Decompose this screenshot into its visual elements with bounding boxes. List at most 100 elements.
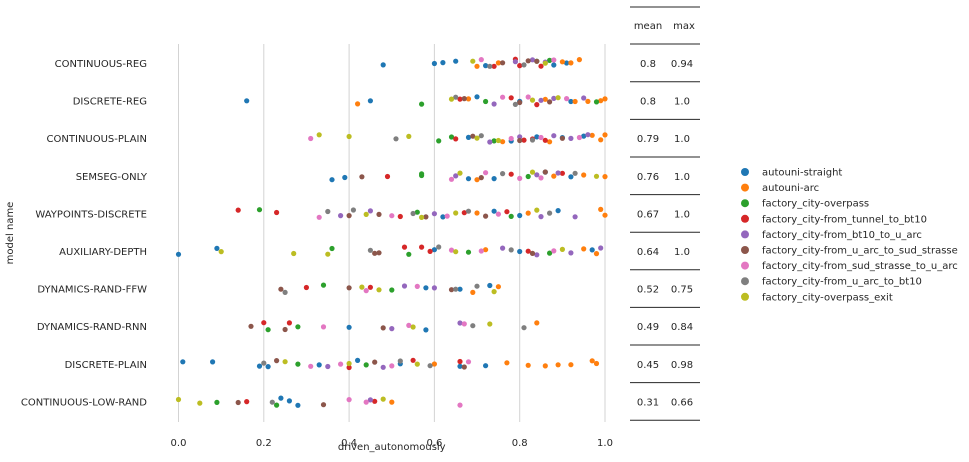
data-point (448, 287, 455, 293)
data-point (214, 399, 220, 405)
data-point (431, 60, 437, 67)
data-point (593, 173, 600, 179)
legend-label: factory_city-from_bt10_to_u_arc (762, 230, 922, 241)
data-point (244, 98, 250, 104)
data-point (235, 207, 241, 213)
data-point (265, 327, 271, 333)
table-cell-mean: 0.8 (640, 59, 656, 70)
data-point (602, 212, 608, 218)
data-point (453, 210, 459, 216)
table-cell-max: 0.94 (671, 59, 693, 70)
data-point (559, 246, 566, 252)
data-point (581, 172, 587, 178)
data-point (278, 286, 284, 292)
y-tick-label: DISCRETE-REG (73, 97, 147, 108)
data-point (495, 211, 501, 217)
data-point (534, 252, 540, 258)
data-point (483, 247, 489, 253)
data-point (581, 246, 587, 252)
table-cell-mean: 0.76 (637, 172, 659, 183)
data-point (534, 207, 540, 213)
table-header-max: max (673, 21, 695, 32)
y-tick-label: DYNAMICS-RAND-RNN (37, 322, 147, 333)
data-point (248, 323, 254, 329)
data-point (551, 57, 557, 63)
x-axis-label: driven_autonomously (338, 442, 446, 453)
data-point (286, 398, 292, 404)
data-point (559, 135, 566, 141)
data-point (423, 214, 429, 220)
data-point (572, 98, 578, 105)
data-point (380, 396, 386, 402)
data-point (470, 289, 476, 295)
legend-marker (741, 168, 749, 176)
data-point (491, 208, 497, 214)
data-point (534, 134, 540, 140)
data-point (448, 247, 455, 253)
data-point (359, 174, 365, 180)
data-point (504, 209, 510, 215)
data-point (180, 359, 186, 365)
data-point (419, 101, 425, 107)
legend-label: factory_city-from_u_arc_to_bt10 (762, 277, 922, 288)
data-point (483, 98, 489, 105)
data-point (197, 400, 203, 406)
table-cell-mean: 0.49 (637, 322, 659, 333)
table-cell-max: 1.0 (674, 209, 690, 220)
data-point (534, 102, 540, 108)
data-point (465, 249, 472, 255)
data-point (521, 325, 527, 331)
data-point (551, 248, 557, 254)
data-point (419, 244, 425, 250)
data-point (235, 399, 241, 406)
data-point (414, 283, 420, 289)
grid (178, 44, 606, 422)
data-point (521, 137, 527, 143)
data-point (487, 282, 493, 289)
data-point (542, 96, 548, 102)
data-point (453, 173, 459, 179)
data-point (500, 139, 506, 145)
data-point (436, 244, 442, 250)
data-point (564, 60, 570, 66)
data-point (508, 135, 514, 142)
legend-marker (741, 292, 749, 301)
data-point (500, 245, 506, 251)
data-point (338, 213, 344, 219)
data-point (423, 327, 429, 333)
data-point (500, 94, 506, 100)
legend-marker (741, 230, 749, 239)
data-point (508, 171, 514, 177)
data-point (593, 99, 600, 105)
data-point (517, 134, 523, 140)
legend-marker (741, 261, 749, 270)
data-point (256, 363, 263, 369)
data-point (453, 249, 459, 255)
data-point (346, 285, 352, 291)
data-point (261, 320, 267, 326)
data-point (346, 360, 352, 367)
data-point (440, 214, 446, 220)
data-point (346, 397, 352, 403)
data-point (568, 174, 574, 180)
data-point (551, 95, 557, 101)
data-point (483, 170, 489, 176)
data-point (564, 96, 570, 102)
data-point (487, 321, 493, 327)
data-point (491, 101, 497, 107)
data-point (372, 359, 378, 365)
data-point (465, 134, 472, 140)
data-point (397, 358, 403, 364)
data-point (406, 322, 412, 328)
data-point (431, 285, 437, 291)
data-point (474, 63, 480, 69)
data-point (461, 364, 467, 370)
table-header-mean: mean (634, 21, 662, 32)
data-point (427, 363, 433, 369)
data-point (384, 173, 391, 180)
data-point (487, 63, 493, 69)
data-point (483, 363, 489, 369)
data-point (346, 324, 352, 330)
data-point (495, 137, 501, 144)
data-point (576, 134, 583, 141)
